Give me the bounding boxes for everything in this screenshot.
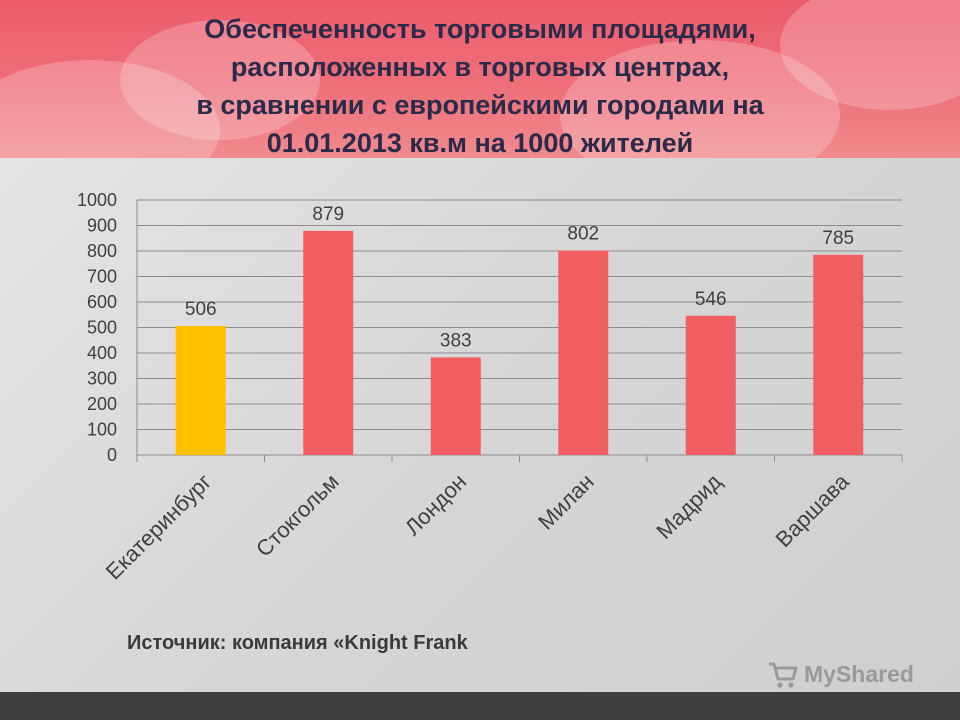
- data-label: 879: [312, 204, 344, 225]
- y-tick-label: 500: [87, 318, 117, 338]
- y-tick-label: 400: [87, 343, 117, 363]
- bar-4: [558, 250, 609, 455]
- source-note: Источник: компания «Knight Frank: [127, 632, 468, 654]
- chart-y-ticks: 0 100 200 300 400 500 600 700 800 900 1000: [77, 190, 117, 465]
- y-tick-label: 700: [87, 267, 117, 287]
- y-tick-label: 900: [87, 216, 117, 236]
- bar-1: [175, 325, 226, 455]
- y-tick-label: 1000: [77, 190, 117, 210]
- title-banner: Обеспеченность торговыми площадями, расп…: [0, 0, 960, 158]
- x-category-label: Мадрид: [651, 469, 726, 544]
- y-tick-label: 600: [87, 292, 117, 312]
- x-category-label: Лондон: [400, 469, 471, 540]
- cloud-decoration: [120, 20, 320, 140]
- data-label: 802: [567, 223, 599, 244]
- chart-x-labels: Екатеринбург Стокгольм Лондон Милан Мадрид Ва…: [101, 468, 855, 584]
- slide-title: Обеспеченность торговыми площадями, расп…: [196, 14, 764, 158]
- logo-text: MyShared: [804, 660, 914, 687]
- y-tick-label: 0: [107, 445, 117, 465]
- data-label: 546: [695, 289, 727, 310]
- data-label: 506: [185, 299, 217, 320]
- bar-5: [685, 315, 736, 455]
- x-category-label: Стокгольм: [251, 469, 344, 562]
- x-category-label: Варшава: [771, 468, 855, 552]
- data-label: 383: [440, 330, 472, 351]
- shopping-cart-icon: [769, 662, 798, 688]
- bar-6: [813, 254, 864, 455]
- chart-bars: [175, 230, 864, 455]
- y-tick-label: 100: [87, 420, 117, 440]
- y-tick-label: 300: [87, 369, 117, 389]
- bar-chart: 0 100 200 300 400 500 600 700 800 900 1000 506 879 3…: [77, 190, 903, 584]
- x-category-label: Екатеринбург: [101, 469, 217, 585]
- cloud-decoration: [560, 40, 840, 158]
- site-logo: MyShared: [766, 656, 926, 692]
- y-tick-label: 200: [87, 394, 117, 414]
- footer-bar: [0, 692, 960, 720]
- y-tick-label: 800: [87, 241, 117, 261]
- x-category-label: Милан: [533, 469, 599, 535]
- bar-3: [430, 357, 481, 455]
- chart-data-labels: 506 879 383 802 546 785: [185, 204, 854, 351]
- bar-2: [303, 230, 354, 455]
- data-label: 785: [822, 228, 854, 249]
- chart-gridlines: [136, 199, 903, 462]
